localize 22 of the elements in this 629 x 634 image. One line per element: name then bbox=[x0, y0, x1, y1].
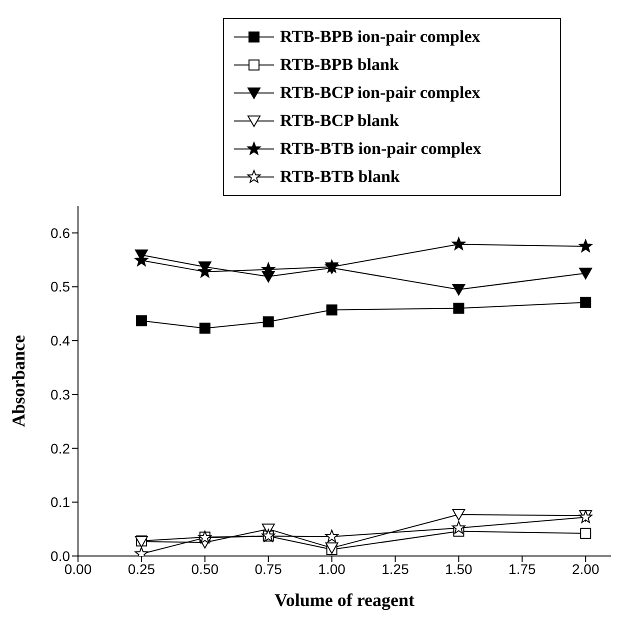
x-axis-title: Volume of reagent bbox=[274, 590, 414, 610]
x-tick-label: 0.75 bbox=[254, 560, 282, 577]
x-tick-label: 1.25 bbox=[382, 560, 410, 577]
y-tick-label: 0.4 bbox=[50, 332, 70, 349]
y-tick-label: 0.6 bbox=[50, 224, 70, 241]
y-tick-label: 0.2 bbox=[50, 440, 70, 456]
legend-label: RTB-BTB blank bbox=[280, 167, 400, 187]
x-tick-label: 1.75 bbox=[508, 560, 536, 577]
legend-label: RTB-BPB blank bbox=[280, 55, 399, 75]
x-tick-label: 0.50 bbox=[191, 560, 219, 577]
legend-label: RTB-BPB ion-pair complex bbox=[280, 27, 480, 47]
y-tick-label: 0.1 bbox=[50, 494, 70, 510]
x-tick-label: 2.00 bbox=[572, 560, 600, 577]
legend-label: RTB-BTB ion-pair complex bbox=[280, 139, 482, 159]
legend-label: RTB-BCP blank bbox=[280, 111, 399, 131]
y-tick-label: 0.3 bbox=[50, 386, 70, 402]
x-tick-label: 1.50 bbox=[445, 560, 473, 577]
legend-label: RTB-BCP ion-pair complex bbox=[280, 83, 480, 103]
y-axis-title: Absorbance bbox=[8, 334, 28, 428]
x-tick-label: 1.00 bbox=[318, 560, 346, 577]
x-tick-label: 0.25 bbox=[128, 560, 156, 577]
y-tick-label: 0.5 bbox=[50, 278, 70, 295]
